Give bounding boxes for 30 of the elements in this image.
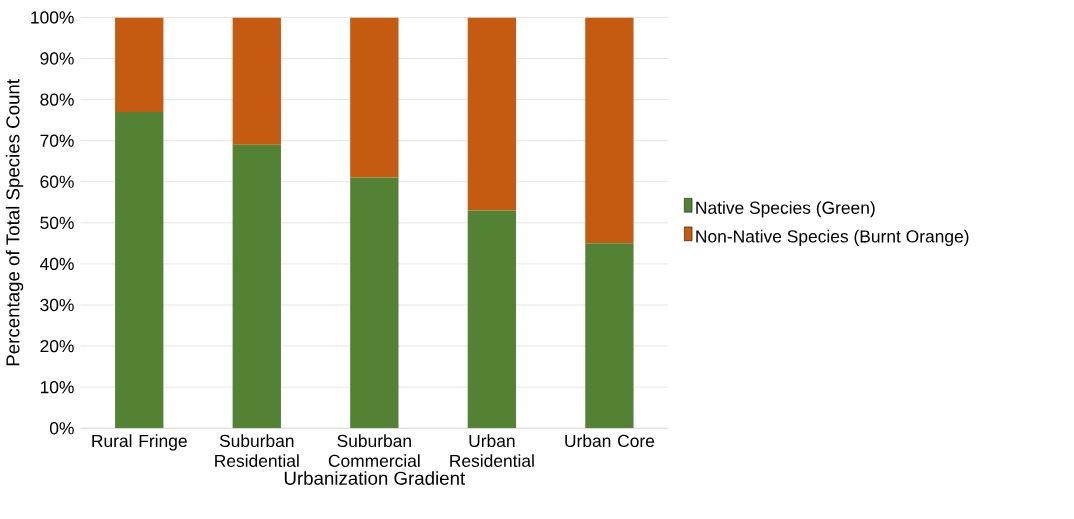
y-tick-label: 40% <box>40 257 74 270</box>
y-axis-title: Percentage of Total Species Count <box>5 79 24 366</box>
y-tick-label: 30% <box>40 298 74 312</box>
y-tick-label: 90% <box>40 52 74 65</box>
y-tick-label: 0% <box>49 422 74 435</box>
legend-label: Non-Native Species (Burnt Orange) <box>696 229 969 246</box>
x-tick-label: Rural Fringe <box>92 434 187 451</box>
bar <box>232 17 281 145</box>
y-tick-label: 60% <box>40 175 74 188</box>
bar <box>350 177 399 429</box>
y-tick-label: 80% <box>40 93 74 106</box>
y-tick-label: 10% <box>40 380 74 394</box>
bar <box>232 144 281 429</box>
x-tick-label: Urban Residential <box>450 434 534 467</box>
x-tick-label: Suburban Residential <box>215 434 299 467</box>
y-tick-label: 100% <box>31 11 74 24</box>
x-tick-label: Urban Core <box>565 434 655 448</box>
y-tick-label: 20% <box>40 339 74 353</box>
x-tick-label: Suburban Commercial <box>328 434 420 467</box>
bar <box>115 17 164 112</box>
bar <box>467 210 517 429</box>
bar <box>585 243 634 429</box>
bar <box>115 111 164 429</box>
x-axis-title: Urbanization Gradient <box>284 471 466 485</box>
bar <box>467 17 517 211</box>
y-tick-label: 70% <box>40 134 74 147</box>
bar <box>585 17 634 244</box>
y-tick-label: 50% <box>40 216 74 229</box>
bar <box>350 17 399 178</box>
legend-label: Native Species (Green) <box>696 201 875 218</box>
